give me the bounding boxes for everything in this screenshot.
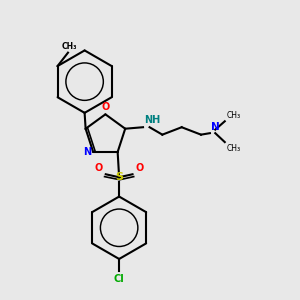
Text: O: O	[136, 163, 144, 173]
Text: O: O	[94, 163, 103, 173]
Text: N: N	[212, 122, 220, 132]
Text: Cl: Cl	[114, 274, 124, 284]
Text: CH₃: CH₃	[61, 42, 76, 51]
Text: NH: NH	[145, 115, 161, 125]
Text: N: N	[84, 147, 92, 157]
Text: S: S	[115, 172, 123, 182]
Text: CH₃: CH₃	[226, 111, 240, 120]
Text: CH₃: CH₃	[226, 144, 240, 153]
Text: O: O	[101, 102, 110, 112]
